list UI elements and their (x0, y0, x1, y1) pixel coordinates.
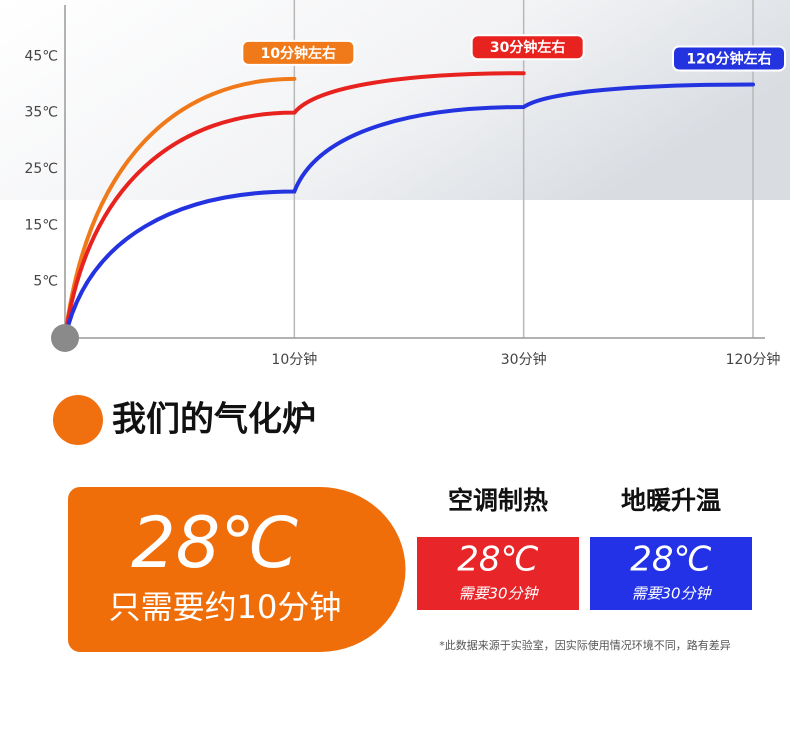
series-label-pill (241, 39, 356, 66)
y-tick-label: 35℃ (24, 105, 58, 121)
compare-temp: 28℃ (630, 540, 711, 580)
x-tick-label: 30分钟 (501, 351, 547, 368)
compare-box (590, 537, 752, 610)
main-temp: 28℃ (131, 502, 299, 584)
y-tick-label: 25℃ (24, 161, 58, 177)
bullet (53, 395, 103, 445)
comparison: 空调制热 28℃ 需要30分钟 地暖升温 28℃ 需要30分钟 (417, 486, 752, 610)
compare-title: 地暖升温 (621, 486, 721, 515)
series-label-pill (672, 45, 786, 72)
series-label: 120分钟左右 (686, 51, 771, 68)
background (0, 0, 790, 200)
curve (63, 71, 526, 340)
y-tick-label: 15℃ (24, 217, 58, 233)
compare-time: 需要30分钟 (458, 585, 539, 603)
series-label: 30分钟左右 (490, 39, 565, 56)
compare-title: 空调制热 (448, 486, 548, 515)
origin-dot (51, 324, 79, 352)
compare-box (417, 537, 579, 610)
compare-time: 需要30分钟 (631, 585, 712, 603)
heading: 我们的气化炉 (112, 400, 316, 440)
curve (63, 82, 755, 340)
y-tick-label: 45℃ (24, 48, 58, 64)
chart: 5℃ 15℃ 25℃ 35℃ 45℃ 10分钟 30分钟 120分钟 10分钟左右 30分钟左右 1… (24, 0, 786, 368)
main-time: 只需要约10分钟 (109, 588, 342, 626)
x-tick-label: 10分钟 (271, 351, 317, 368)
main-panel (68, 487, 406, 652)
curve (63, 76, 297, 340)
compare-temp: 28℃ (457, 540, 538, 580)
series-label: 10分钟左右 (261, 45, 336, 62)
series-label-pill (470, 34, 585, 61)
y-tick-label: 5℃ (33, 274, 58, 290)
x-tick-label: 120分钟 (726, 351, 781, 368)
footnote: *此数据来源于实验室，因实际使用情况环境不同，路有差异 (439, 638, 731, 652)
